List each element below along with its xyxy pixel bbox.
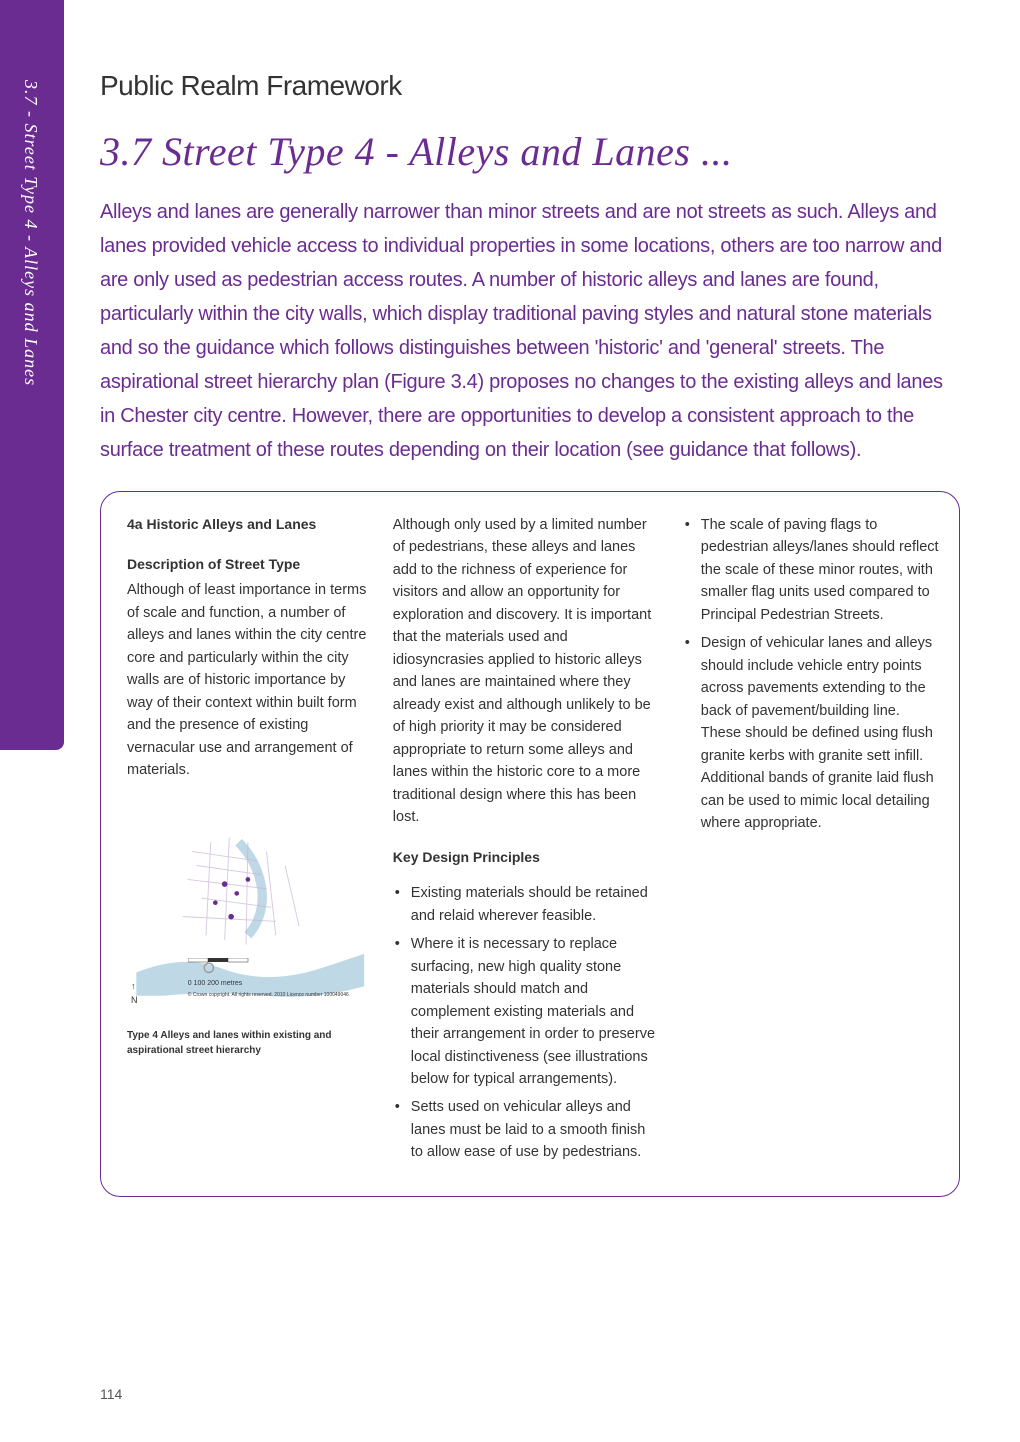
col1-paragraph: Although of least importance in terms of…: [127, 579, 369, 781]
column-1: 4a Historic Alleys and Lanes Description…: [127, 514, 369, 1170]
framework-title: Public Realm Framework: [100, 70, 960, 102]
list-item: The scale of paving flags to pedestrian …: [683, 514, 941, 626]
map-copyright: © Crown copyright. All rights reserved. …: [188, 992, 349, 1000]
intro-paragraph: Alleys and lanes are generally narrower …: [100, 195, 960, 467]
list-item: Where it is necessary to replace surfaci…: [393, 933, 659, 1090]
map-caption: Type 4 Alleys and lanes within existing …: [127, 1028, 369, 1059]
north-arrow: ↑N: [131, 980, 138, 1008]
scale-bar: 0 100 200 metres © Crown copyright. All …: [188, 958, 349, 1000]
page-number: 114: [100, 1386, 122, 1402]
col3-bullet-list: The scale of paving flags to pedestrian …: [683, 514, 941, 835]
heading-description: Description of Street Type: [127, 554, 369, 576]
content-box: 4a Historic Alleys and Lanes Description…: [100, 491, 960, 1197]
page-content: Public Realm Framework 3.7 Street Type 4…: [100, 70, 960, 1197]
heading-4a: 4a Historic Alleys and Lanes: [127, 514, 369, 536]
sidebar-section-label: 3.7 - Street Type 4 - Alleys and Lanes: [0, 0, 41, 386]
list-item: Setts used on vehicular alleys and lanes…: [393, 1096, 659, 1163]
col2-bullet-list: Existing materials should be retained an…: [393, 882, 659, 1164]
col2-paragraph: Although only used by a limited number o…: [393, 514, 659, 829]
column-3: The scale of paving flags to pedestrian …: [683, 514, 941, 1170]
list-item: Design of vehicular lanes and alleys sho…: [683, 632, 941, 834]
sidebar-tab: 3.7 - Street Type 4 - Alleys and Lanes: [0, 0, 64, 750]
map-figure: ↑N 0 100 200 metres © Crown copyright. A…: [127, 802, 369, 1022]
section-title: 3.7 Street Type 4 - Alleys and Lanes ...: [100, 128, 960, 175]
list-item: Existing materials should be retained an…: [393, 882, 659, 927]
heading-key-design: Key Design Principles: [393, 847, 659, 869]
column-2: Although only used by a limited number o…: [393, 514, 659, 1170]
